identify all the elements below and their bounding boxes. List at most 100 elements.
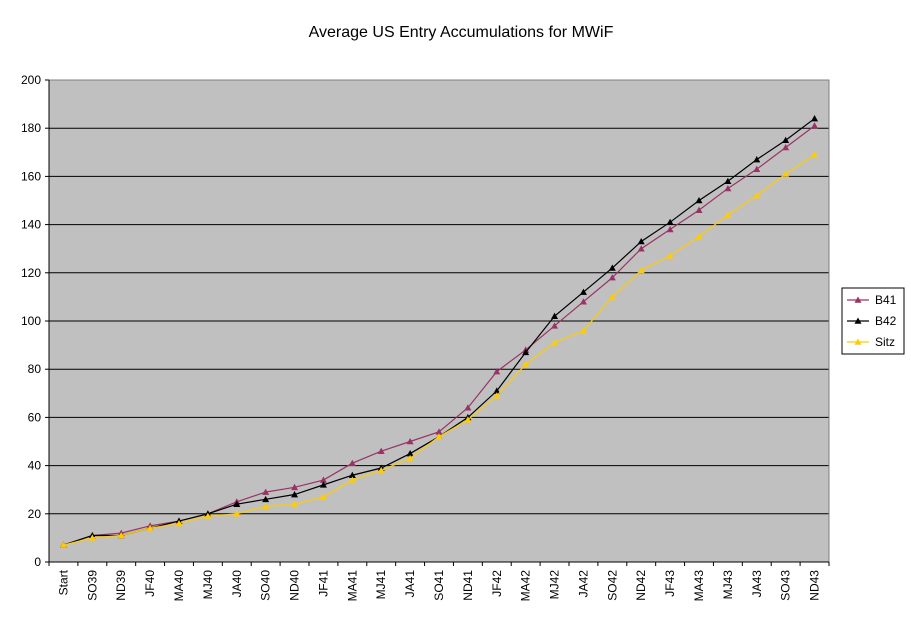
data-point: [406, 438, 414, 445]
data-point: [724, 211, 732, 218]
legend-marker: [854, 338, 862, 345]
y-tick-label: 80: [28, 362, 42, 376]
x-tick-label: JA43: [750, 570, 764, 598]
x-tick-label: ND41: [461, 570, 475, 601]
legend-label: B41: [875, 293, 897, 307]
data-point: [464, 404, 472, 411]
x-tick-label: MJ43: [721, 570, 735, 600]
x-tick-label: SO41: [432, 570, 446, 601]
x-tick-label: MJ40: [201, 570, 215, 600]
data-point: [811, 122, 819, 129]
x-tick-label: MA40: [172, 570, 186, 602]
data-point: [637, 237, 645, 245]
data-point: [175, 519, 183, 527]
legend-label: Sitz: [875, 335, 895, 349]
x-tick-label: JF41: [316, 570, 330, 597]
y-tick-label: 200: [21, 73, 41, 87]
data-point: [117, 531, 125, 539]
x-tick-label: MA41: [345, 570, 359, 602]
y-tick-label: 160: [21, 169, 41, 183]
data-point: [579, 298, 587, 305]
legend-item-sitz: Sitz: [847, 335, 895, 349]
data-point: [262, 503, 270, 510]
x-tick-label: SO42: [605, 570, 619, 601]
data-point: [435, 433, 443, 440]
data-point: [493, 392, 501, 399]
data-point: [724, 177, 732, 185]
legend-label: B42: [875, 314, 897, 328]
x-tick-label: SO39: [85, 570, 99, 601]
x-tick-label: ND40: [288, 570, 302, 601]
x-tick-label: JA41: [403, 570, 417, 598]
data-point: [551, 312, 559, 319]
data-point: [522, 348, 530, 356]
legend-item-b42: B42: [847, 314, 897, 328]
data-point: [464, 416, 472, 423]
data-point: [753, 156, 761, 163]
data-point: [377, 466, 385, 474]
data-point: [493, 368, 501, 375]
series-sitz: [59, 151, 819, 548]
data-point: [291, 483, 299, 491]
data-point: [204, 512, 212, 520]
data-point: [551, 339, 559, 346]
data-point: [377, 447, 385, 454]
x-tick-label: JF42: [490, 570, 504, 597]
data-point: [262, 495, 270, 503]
y-tick-label: 20: [28, 507, 42, 521]
data-point: [406, 454, 414, 462]
x-tick-label: JF43: [663, 570, 677, 597]
x-tick-label: ND39: [114, 570, 128, 601]
data-point: [59, 541, 67, 548]
data-point: [811, 151, 819, 158]
data-point: [753, 165, 761, 172]
data-point: [637, 266, 645, 274]
y-tick-label: 0: [34, 555, 41, 569]
x-tick-label: SO43: [779, 570, 793, 601]
data-point: [146, 524, 154, 532]
data-point: [666, 225, 674, 233]
data-point: [348, 476, 356, 483]
data-point: [637, 245, 645, 252]
data-point: [666, 218, 674, 225]
data-point: [579, 288, 587, 295]
data-point: [551, 322, 559, 329]
data-point: [406, 450, 414, 457]
x-tick-label: MA42: [519, 570, 533, 602]
data-point: [435, 428, 443, 435]
x-tick-label: Start: [56, 569, 70, 595]
data-point: [522, 360, 530, 368]
x-tick-label: MJ42: [548, 570, 562, 600]
data-point: [782, 143, 790, 151]
x-tick-label: ND42: [634, 570, 648, 601]
data-point: [319, 481, 327, 488]
x-tick-label: JA40: [230, 570, 244, 598]
legend-marker: [854, 317, 862, 324]
data-point: [291, 500, 299, 507]
data-point: [262, 488, 270, 495]
data-point: [493, 387, 501, 394]
chart-title: Average US Entry Accumulations for MWiF: [309, 24, 614, 41]
data-point: [782, 170, 790, 177]
data-point: [233, 510, 241, 517]
y-tick-label: 100: [21, 314, 41, 328]
data-point: [88, 534, 96, 541]
legend-marker: [854, 296, 862, 303]
data-point: [695, 206, 703, 213]
x-tick-label: MA43: [692, 570, 706, 602]
data-point: [291, 491, 299, 498]
data-point: [579, 327, 587, 334]
data-point: [608, 293, 616, 300]
data-point: [811, 115, 819, 122]
data-point: [753, 192, 761, 199]
data-point: [319, 493, 327, 500]
x-tick-label: JA42: [576, 570, 590, 598]
y-tick-label: 40: [28, 459, 42, 473]
data-point: [608, 264, 616, 271]
data-point: [695, 233, 703, 240]
y-tick-label: 120: [21, 266, 41, 280]
data-point: [666, 252, 674, 259]
x-tick-label: MJ41: [374, 570, 388, 600]
